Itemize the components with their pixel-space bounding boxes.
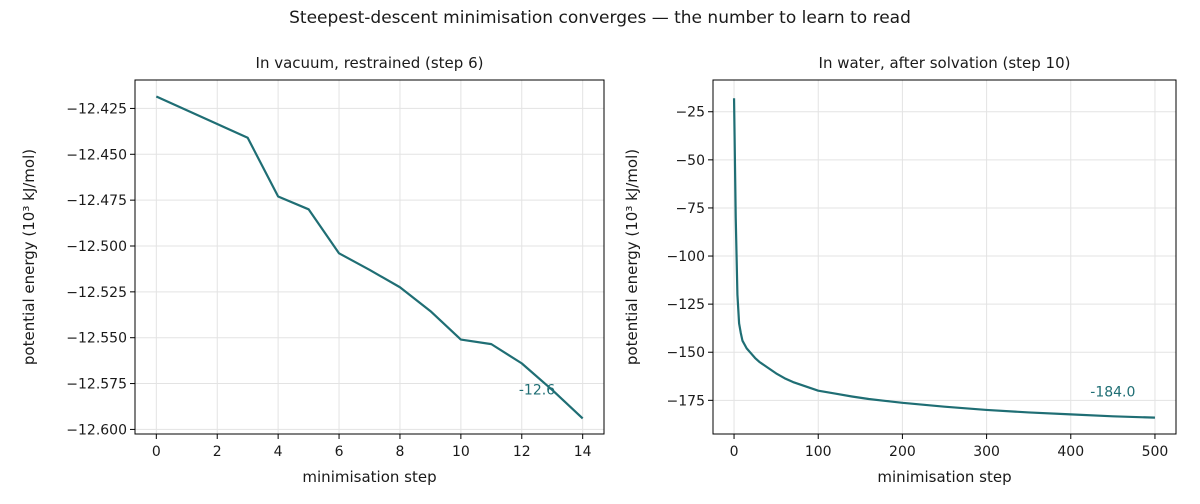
y-tick-label: −75 [675, 201, 705, 217]
x-axis-label: minimisation step [877, 468, 1011, 486]
y-tick-label: −12.425 [66, 101, 127, 117]
y-tick-label: −25 [675, 105, 705, 121]
x-axis-label: minimisation step [302, 468, 436, 486]
chart-title: In water, after solvation (step 10) [819, 54, 1071, 72]
series-line [155, 95, 584, 420]
x-tick-label: 300 [973, 444, 1000, 460]
chart-title: In vacuum, restrained (step 6) [256, 54, 484, 72]
x-tick-label: 4 [274, 444, 283, 460]
y-tick-label: −12.575 [66, 377, 127, 393]
x-tick-label: 2 [213, 444, 222, 460]
plot-frame [134, 79, 605, 435]
y-axis-label: potential energy (10³ kJ/mol) [623, 149, 641, 365]
plot-frame [712, 79, 1177, 435]
final-value-annotation: -184.0 [1090, 384, 1135, 400]
y-tick-label: −50 [675, 153, 705, 169]
x-tick-label: 12 [513, 444, 531, 460]
y-tick-label: −100 [667, 249, 705, 265]
y-tick-label: −175 [667, 393, 705, 409]
y-tick-label: −12.450 [66, 147, 127, 163]
x-tick-label: 400 [1057, 444, 1084, 460]
x-tick-label: 200 [889, 444, 916, 460]
x-tick-label: 500 [1142, 444, 1169, 460]
figure-title: Steepest-descent minimisation converges … [289, 8, 911, 28]
x-tick-label: 8 [395, 444, 404, 460]
y-tick-label: −12.525 [66, 285, 127, 301]
x-tick-label: 6 [335, 444, 344, 460]
y-tick-label: −150 [667, 345, 705, 361]
y-axis-label: potential energy (10³ kJ/mol) [20, 149, 38, 365]
x-tick-label: 14 [574, 444, 592, 460]
y-tick-label: −12.600 [66, 422, 127, 438]
y-tick-label: −12.550 [66, 331, 127, 347]
x-tick-label: 0 [730, 444, 739, 460]
y-tick-label: −12.500 [66, 239, 127, 255]
x-tick-label: 0 [152, 444, 161, 460]
left-chart-panel: 0 2 4 6 8 10 12 14 −12.425 −12.450 −12.475 −12.500 −… [20, 54, 605, 486]
right-chart-panel: 0 100 200 300 400 500 −25 −50 −75 −100 −125 −150 −17… [623, 54, 1177, 486]
x-tick-label: 10 [452, 444, 470, 460]
final-value-annotation: -12.6 [519, 383, 555, 399]
x-tick-label: 100 [805, 444, 832, 460]
y-tick-label: −125 [667, 297, 705, 313]
series-line [732, 98, 1155, 419]
y-tick-label: −12.475 [66, 193, 127, 209]
